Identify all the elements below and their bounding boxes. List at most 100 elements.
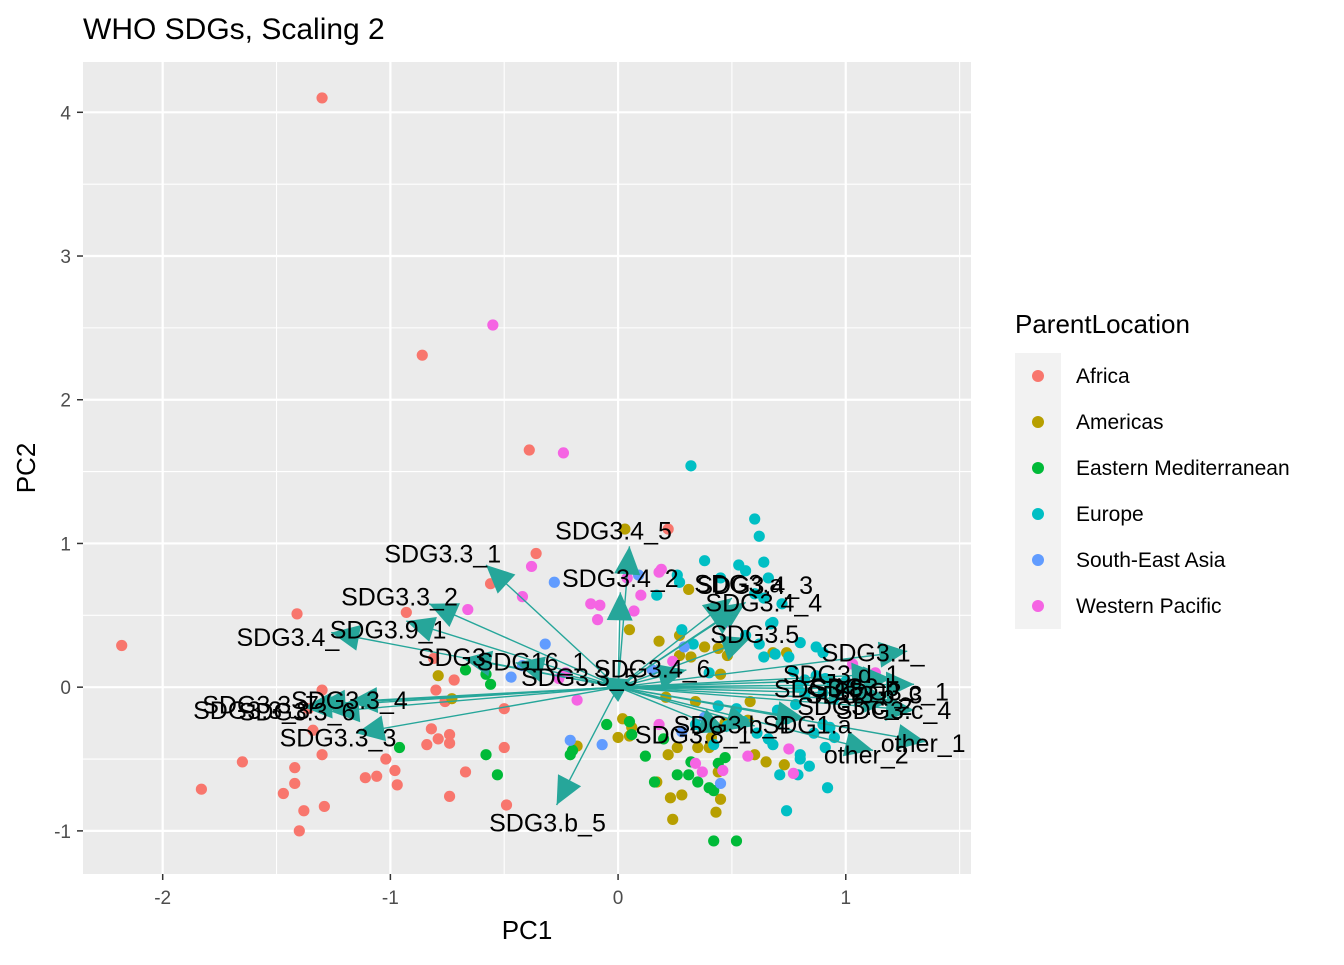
data-point-western-pacific <box>585 598 597 610</box>
y-tick-label: 0 <box>60 678 71 699</box>
data-point-western-pacific <box>635 589 647 601</box>
arrow-label-sdg3-3-5: SDG3.3_5 <box>521 664 638 692</box>
y-tick-label: -1 <box>54 822 71 843</box>
arrow-head-sdg1-a <box>775 701 805 727</box>
data-point-africa <box>389 764 401 777</box>
data-point-americas <box>692 741 704 754</box>
data-point-eastern-mediterranean <box>658 733 670 745</box>
data-point-africa <box>443 790 456 802</box>
arrow-head-sdg3-4-2 <box>606 592 633 621</box>
arrow-head-sdg3-3-7 <box>317 689 347 716</box>
x-tick-label: 1 <box>840 888 851 909</box>
data-point-western-pacific <box>462 603 474 616</box>
data-point-europe <box>689 718 702 731</box>
y-tick-label: 1 <box>60 534 71 555</box>
arrow-head-sdg3-4-5 <box>614 546 641 576</box>
arrow-line-sdg3-b-3 <box>618 686 883 696</box>
legend-label: Americas <box>1076 411 1164 434</box>
y-axis-label: PC2 <box>11 443 41 494</box>
legend-label: Eastern Mediterranean <box>1076 457 1290 480</box>
data-point-africa <box>293 825 305 837</box>
data-point-eastern-mediterranean <box>623 716 636 728</box>
arrow-label-sdg3-b-5: SDG3.b_5 <box>489 809 606 837</box>
data-point-europe <box>758 651 770 663</box>
data-point-europe <box>803 760 815 772</box>
data-point-europe <box>821 782 834 794</box>
data-point-western-pacific <box>742 750 754 762</box>
data-point-western-pacific <box>667 655 679 667</box>
data-point-europe <box>817 647 829 659</box>
data-point-eastern-mediterranean <box>692 776 704 788</box>
data-point-africa <box>443 737 456 749</box>
arrow-line-sdg3-c-4 <box>618 686 915 711</box>
data-point-europe <box>767 739 779 751</box>
data-point-western-pacific <box>655 563 667 575</box>
legend-title: ParentLocation <box>1015 309 1190 339</box>
data-point-americas <box>612 731 624 744</box>
arrow-head-other-2 <box>842 731 874 757</box>
arrow-head-sdg3-4-6 <box>656 664 687 690</box>
arrow-label-sdg1-a: SDG1.a <box>763 712 852 740</box>
arrow-head-other-1 <box>895 724 926 750</box>
data-point-africa <box>500 799 513 811</box>
data-point-eastern-mediterranean <box>459 664 472 676</box>
data-point-south-east-asia <box>714 777 727 790</box>
data-point-eastern-mediterranean <box>393 741 406 754</box>
data-point-africa <box>380 753 392 765</box>
data-point-western-pacific <box>653 718 665 731</box>
axes: -2 -1 0 1 -1 0 1 2 3 4 <box>54 103 851 909</box>
data-point-africa <box>307 724 319 736</box>
data-point-south-east-asia <box>548 576 560 588</box>
arrow-head-sdg3-8- <box>829 675 858 702</box>
data-point-europe <box>699 555 711 567</box>
data-point-africa <box>359 772 371 784</box>
arrow-label-sdg3-b-4: SDG3.b_4 <box>674 712 791 740</box>
arrow-label-sdg3-5: SDG3.5 <box>710 621 799 649</box>
data-point-africa <box>391 779 403 791</box>
data-point-americas <box>714 793 727 805</box>
data-point-africa <box>459 766 472 778</box>
y-tick-label: 2 <box>60 391 71 412</box>
arrow-label-sdg3-3-3: SDG3.3_3 <box>280 724 397 752</box>
data-point-africa <box>291 608 303 620</box>
data-point-western-pacific <box>717 764 729 777</box>
arrow-head-sdg3-4- <box>331 625 362 651</box>
data-point-europe <box>765 618 777 630</box>
data-point-africa <box>400 606 412 619</box>
data-point-africa <box>195 783 207 795</box>
data-point-eastern-mediterranean <box>683 769 695 781</box>
legend-marker <box>1032 462 1044 474</box>
data-point-western-pacific <box>516 591 529 603</box>
data-point-eastern-mediterranean <box>730 835 743 847</box>
arrow-label-sdg3-3-8: SDG3.3_8 <box>193 697 310 725</box>
data-point-eastern-mediterranean <box>564 749 576 761</box>
arrow-head-sdg16-1 <box>515 656 546 682</box>
arrow-label-sdg3-b-: SDG3.b_ <box>810 674 914 702</box>
data-point-africa <box>530 547 542 560</box>
arrow-label-sdg3-a: SDG3.a <box>694 571 783 599</box>
data-point-europe <box>751 727 763 739</box>
data-point-western-pacific <box>591 614 604 626</box>
data-point-europe <box>651 589 663 601</box>
legend-label: Western Pacific <box>1076 595 1222 618</box>
data-point-americas <box>623 624 636 636</box>
arrow-label-sdg3-1-: SDG3.1_ <box>822 640 926 668</box>
arrow-label-sdg3-b-3: SDG3.b_3 <box>806 681 923 709</box>
data-point-europe <box>792 681 804 693</box>
data-point-south-east-asia <box>676 726 688 738</box>
arrow-line-sdg3-3-2 <box>428 603 619 688</box>
legend-marker <box>1032 416 1044 428</box>
data-point-south-east-asia <box>678 641 690 653</box>
data-point-africa <box>416 349 428 361</box>
arrow-head-sdg3-3-3 <box>356 715 387 742</box>
data-point-africa <box>318 800 330 813</box>
data-point-europe <box>762 572 774 584</box>
data-point-americas <box>778 759 790 771</box>
data-point-africa <box>443 728 456 741</box>
arrow-label-sdg3-c-4: SDG3.c_4 <box>836 697 951 725</box>
arrow-label-sdg3-3-4: SDG3.3_4 <box>291 687 408 715</box>
data-point-americas <box>653 635 665 647</box>
data-point-africa <box>430 684 442 696</box>
